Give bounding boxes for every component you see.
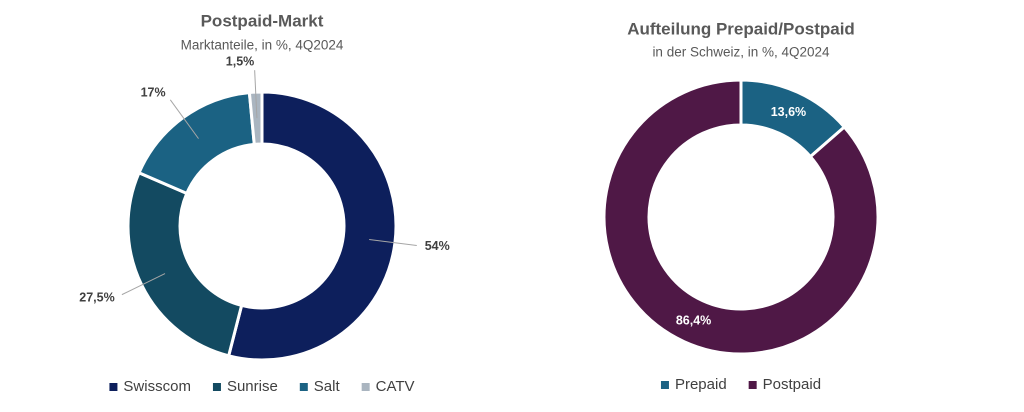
data-label: 1,5% [226, 54, 255, 68]
leader-line [169, 99, 199, 139]
donut-slice [602, 78, 880, 356]
donut-slice [137, 90, 256, 196]
data-label: 17% [141, 86, 166, 100]
chart-subtitle: Marktanteile, in %, 4Q2024 [181, 38, 344, 53]
chart-title: Aufteilung Prepaid/Postpaid [627, 19, 855, 38]
legend-swatch [109, 383, 118, 391]
chart-subtitle: in der Schweiz, in %, 4Q2024 [652, 45, 830, 60]
donut-slice [126, 170, 244, 358]
legend: Prepaid Postpaid [660, 376, 821, 393]
legend-label: Salt [314, 378, 341, 395]
legend-label: Swisscom [123, 378, 191, 395]
leader-line [121, 273, 166, 296]
legend-swatch [660, 381, 669, 389]
legend-swatch [361, 383, 370, 391]
legend-label: Prepaid [675, 376, 727, 393]
legend-label: Postpaid [763, 376, 821, 393]
legend-label: Sunrise [227, 378, 278, 395]
data-label: 86,4% [676, 314, 711, 328]
donut-slice [226, 90, 398, 362]
chart-title: Postpaid-Markt [201, 11, 324, 30]
legend-swatch [212, 383, 221, 391]
leader-line [254, 70, 258, 119]
data-label: 27,5% [79, 290, 114, 304]
data-label: 54% [425, 239, 450, 253]
legend: Swisscom Sunrise Salt CATV [109, 378, 415, 395]
donut-slice [247, 90, 264, 146]
legend-swatch [299, 383, 308, 391]
legend-label: CATV [376, 378, 415, 395]
leader-line [369, 239, 417, 247]
legend-swatch [748, 381, 757, 389]
data-label: 13,6% [771, 105, 806, 119]
